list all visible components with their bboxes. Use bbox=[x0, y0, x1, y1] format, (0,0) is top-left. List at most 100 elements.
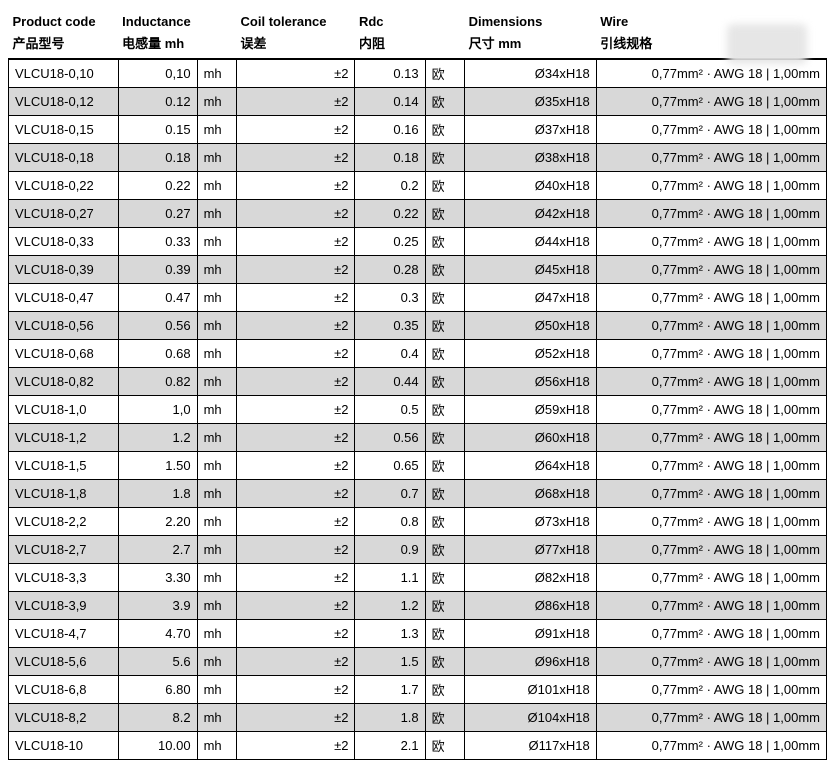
cell-rdc: 1.2 bbox=[355, 592, 425, 620]
table-row: VLCU18-1,21.2mh±20.56欧Ø60xH180,77mm² · A… bbox=[9, 424, 827, 452]
cell-rdc: 0.22 bbox=[355, 200, 425, 228]
cell-wire: 0,77mm² · AWG 18 | 1,00mm bbox=[596, 228, 826, 256]
table-row: VLCU18-0,470.47mh±20.3欧Ø47xH180,77mm² · … bbox=[9, 284, 827, 312]
th-code-en: Product code bbox=[9, 8, 119, 31]
cell-rdc: 1.3 bbox=[355, 620, 425, 648]
cell-wire: 0,77mm² · AWG 18 | 1,00mm bbox=[596, 340, 826, 368]
cell-wire: 0,77mm² · AWG 18 | 1,00mm bbox=[596, 312, 826, 340]
cell-code: VLCU18-0,22 bbox=[9, 172, 119, 200]
table-row: VLCU18-0,270.27mh±20.22欧Ø42xH180,77mm² ·… bbox=[9, 200, 827, 228]
cell-rdc: 1.8 bbox=[355, 704, 425, 732]
cell-tolerance: ±2 bbox=[237, 116, 355, 144]
cell-dimensions: Ø104xH18 bbox=[465, 704, 597, 732]
cell-tolerance: ±2 bbox=[237, 564, 355, 592]
cell-rdc: 0.65 bbox=[355, 452, 425, 480]
cell-unit-ohm: 欧 bbox=[425, 424, 464, 452]
cell-unit-ohm: 欧 bbox=[425, 59, 464, 88]
cell-unit-ohm: 欧 bbox=[425, 592, 464, 620]
table-row: VLCU18-0,100,10mh±20.13欧Ø34xH180,77mm² ·… bbox=[9, 59, 827, 88]
cell-unit-mh: mh bbox=[197, 536, 236, 564]
cell-unit-ohm: 欧 bbox=[425, 228, 464, 256]
cell-rdc: 0.7 bbox=[355, 480, 425, 508]
cell-rdc: 0.16 bbox=[355, 116, 425, 144]
cell-code: VLCU18-4,7 bbox=[9, 620, 119, 648]
cell-wire: 0,77mm² · AWG 18 | 1,00mm bbox=[596, 396, 826, 424]
cell-rdc: 0.2 bbox=[355, 172, 425, 200]
cell-unit-ohm: 欧 bbox=[425, 368, 464, 396]
cell-unit-mh: mh bbox=[197, 228, 236, 256]
cell-unit-mh: mh bbox=[197, 452, 236, 480]
table-row: VLCU18-0,150.15mh±20.16欧Ø37xH180,77mm² ·… bbox=[9, 116, 827, 144]
cell-inductance: 2.20 bbox=[118, 508, 197, 536]
table-row: VLCU18-0,820.82mh±20.44欧Ø56xH180,77mm² ·… bbox=[9, 368, 827, 396]
cell-tolerance: ±2 bbox=[237, 256, 355, 284]
cell-unit-mh: mh bbox=[197, 116, 236, 144]
cell-inductance: 0.27 bbox=[118, 200, 197, 228]
cell-unit-mh: mh bbox=[197, 648, 236, 676]
cell-inductance: 3.30 bbox=[118, 564, 197, 592]
table-row: VLCU18-0,560.56mh±20.35欧Ø50xH180,77mm² ·… bbox=[9, 312, 827, 340]
cell-tolerance: ±2 bbox=[237, 732, 355, 760]
cell-dimensions: Ø37xH18 bbox=[465, 116, 597, 144]
cell-wire: 0,77mm² · AWG 18 | 1,00mm bbox=[596, 172, 826, 200]
cell-code: VLCU18-10 bbox=[9, 732, 119, 760]
table-row: VLCU18-0,220.22mh±20.2欧Ø40xH180,77mm² · … bbox=[9, 172, 827, 200]
cell-unit-mh: mh bbox=[197, 368, 236, 396]
table-row: VLCU18-8,28.2mh±21.8欧Ø104xH180,77mm² · A… bbox=[9, 704, 827, 732]
th-dim-zh: 尺寸 mm bbox=[465, 31, 597, 59]
cell-unit-mh: mh bbox=[197, 172, 236, 200]
cell-tolerance: ±2 bbox=[237, 172, 355, 200]
cell-dimensions: Ø34xH18 bbox=[465, 59, 597, 88]
header-row-en: Product code Inductance Coil tolerance R… bbox=[9, 8, 827, 31]
cell-rdc: 2.1 bbox=[355, 732, 425, 760]
cell-inductance: 1.8 bbox=[118, 480, 197, 508]
table-row: VLCU18-4,74.70mh±21.3欧Ø91xH180,77mm² · A… bbox=[9, 620, 827, 648]
cell-code: VLCU18-0,33 bbox=[9, 228, 119, 256]
cell-inductance: 10.00 bbox=[118, 732, 197, 760]
cell-rdc: 0.28 bbox=[355, 256, 425, 284]
cell-dimensions: Ø38xH18 bbox=[465, 144, 597, 172]
cell-unit-mh: mh bbox=[197, 284, 236, 312]
th-code-zh: 产品型号 bbox=[9, 31, 119, 59]
cell-unit-mh: mh bbox=[197, 676, 236, 704]
cell-tolerance: ±2 bbox=[237, 452, 355, 480]
cell-wire: 0,77mm² · AWG 18 | 1,00mm bbox=[596, 704, 826, 732]
cell-wire: 0,77mm² · AWG 18 | 1,00mm bbox=[596, 508, 826, 536]
cell-tolerance: ±2 bbox=[237, 648, 355, 676]
cell-code: VLCU18-1,5 bbox=[9, 452, 119, 480]
cell-unit-mh: mh bbox=[197, 144, 236, 172]
th-ind-zh: 电感量 mh bbox=[118, 31, 236, 59]
cell-unit-mh: mh bbox=[197, 732, 236, 760]
cell-wire: 0,77mm² · AWG 18 | 1,00mm bbox=[596, 536, 826, 564]
cell-dimensions: Ø117xH18 bbox=[465, 732, 597, 760]
cell-tolerance: ±2 bbox=[237, 340, 355, 368]
cell-unit-ohm: 欧 bbox=[425, 396, 464, 424]
cell-inductance: 0.82 bbox=[118, 368, 197, 396]
cell-tolerance: ±2 bbox=[237, 508, 355, 536]
cell-tolerance: ±2 bbox=[237, 59, 355, 88]
cell-unit-ohm: 欧 bbox=[425, 172, 464, 200]
cell-code: VLCU18-0,39 bbox=[9, 256, 119, 284]
cell-dimensions: Ø101xH18 bbox=[465, 676, 597, 704]
cell-wire: 0,77mm² · AWG 18 | 1,00mm bbox=[596, 424, 826, 452]
cell-dimensions: Ø47xH18 bbox=[465, 284, 597, 312]
cell-inductance: 8.2 bbox=[118, 704, 197, 732]
cell-unit-mh: mh bbox=[197, 424, 236, 452]
cell-dimensions: Ø45xH18 bbox=[465, 256, 597, 284]
cell-code: VLCU18-1,8 bbox=[9, 480, 119, 508]
spec-table: Product code Inductance Coil tolerance R… bbox=[8, 8, 827, 760]
cell-code: VLCU18-3,9 bbox=[9, 592, 119, 620]
cell-unit-mh: mh bbox=[197, 340, 236, 368]
cell-inductance: 0.12 bbox=[118, 88, 197, 116]
cell-unit-mh: mh bbox=[197, 256, 236, 284]
th-rdc-en: Rdc bbox=[355, 8, 465, 31]
cell-rdc: 0.18 bbox=[355, 144, 425, 172]
cell-tolerance: ±2 bbox=[237, 88, 355, 116]
cell-inductance: 1.2 bbox=[118, 424, 197, 452]
cell-tolerance: ±2 bbox=[237, 200, 355, 228]
cell-unit-mh: mh bbox=[197, 396, 236, 424]
cell-dimensions: Ø73xH18 bbox=[465, 508, 597, 536]
th-rdc-zh: 内阻 bbox=[355, 31, 465, 59]
cell-code: VLCU18-3,3 bbox=[9, 564, 119, 592]
cell-unit-ohm: 欧 bbox=[425, 256, 464, 284]
